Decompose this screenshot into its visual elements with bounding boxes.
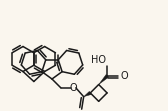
Polygon shape xyxy=(99,74,109,85)
Polygon shape xyxy=(84,91,91,97)
Text: HO: HO xyxy=(91,55,106,65)
Text: O: O xyxy=(120,71,128,81)
Text: O: O xyxy=(70,83,77,93)
